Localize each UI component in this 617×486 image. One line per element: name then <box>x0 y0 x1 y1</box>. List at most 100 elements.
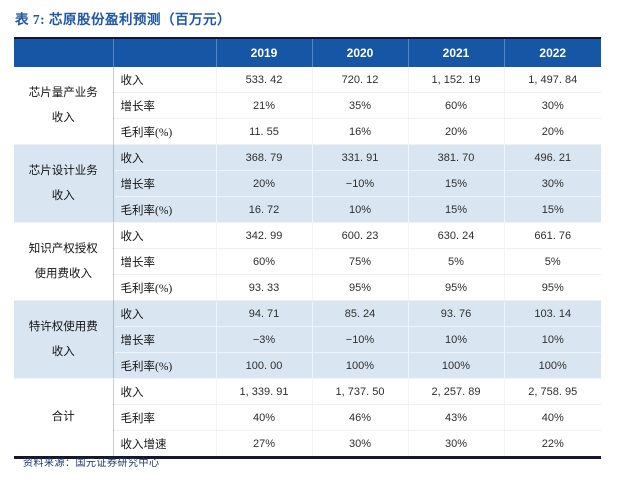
value-cell: 16% <box>311 118 408 145</box>
value-cell: 1, 737. 50 <box>311 378 408 405</box>
value-cell: 30% <box>311 430 408 458</box>
table-header-row: 2019 2020 2021 2022 <box>14 38 601 67</box>
table-row: 毛利率(%) 11. 55 16% 20% 20% <box>14 118 601 145</box>
value-cell: 100% <box>503 352 601 379</box>
value-cell: 600. 23 <box>311 222 408 249</box>
table-row: 增长率 60% 75% 5% 5% <box>14 248 601 275</box>
value-cell: 20% <box>215 170 312 197</box>
metric-label: 收入增速 <box>113 430 216 458</box>
value-cell: 21% <box>215 92 312 119</box>
value-cell: 103. 14 <box>503 300 601 327</box>
value-cell: 16. 72 <box>215 196 312 223</box>
value-cell: 46% <box>311 404 408 431</box>
value-cell: 95% <box>407 274 504 301</box>
value-cell: 85. 24 <box>311 300 408 327</box>
group-label: 芯片量产业务 收入 <box>14 67 114 145</box>
year-header: 2022 <box>503 38 601 67</box>
value-cell: 10% <box>311 196 408 223</box>
profit-forecast-table: 2019 2020 2021 2022 芯片量产业务 收入 收入 533. 42… <box>14 37 601 459</box>
table-row: 合计 收入 1, 339. 91 1, 737. 50 2, 257. 89 2… <box>14 378 601 458</box>
metric-label: 收入 <box>113 144 216 171</box>
value-cell: 43% <box>407 404 504 431</box>
group-label: 合计 <box>14 378 114 458</box>
value-cell: −3% <box>215 326 312 353</box>
value-cell: 93. 33 <box>215 274 312 301</box>
metric-label: 增长率 <box>113 92 216 119</box>
table-title: 表 7: 芯原股份盈利预测（百万元） <box>15 12 231 27</box>
value-cell: 20% <box>407 118 504 145</box>
value-cell: 40% <box>503 404 601 431</box>
table-row: 芯片量产业务 收入 收入 533. 42 720. 12 1, 152. 19 … <box>14 67 601 145</box>
value-cell: 30% <box>503 92 601 119</box>
value-cell: 35% <box>311 92 408 119</box>
value-cell: 15% <box>407 196 504 223</box>
year-header: 2020 <box>311 38 408 67</box>
value-cell: 27% <box>215 430 312 458</box>
value-cell: 496. 21 <box>503 144 601 171</box>
metric-label: 毛利率 <box>113 404 216 431</box>
value-cell: 60% <box>215 248 312 275</box>
metric-label: 收入 <box>113 67 216 93</box>
metric-label: 增长率 <box>113 248 216 275</box>
table-row: 收入增速 27% 30% 30% 22% <box>14 430 601 458</box>
header-corner-group <box>14 38 113 67</box>
value-cell: 30% <box>407 430 504 458</box>
value-cell: 95% <box>503 274 601 301</box>
table-row: 特许权使用费 收入 收入 94. 71 85. 24 93. 76 103. 1… <box>14 300 601 379</box>
value-cell: 10% <box>407 326 504 353</box>
year-header: 2021 <box>407 38 504 67</box>
value-cell: 94. 71 <box>215 300 312 327</box>
value-cell: 533. 42 <box>215 67 312 93</box>
metric-label: 收入 <box>113 378 216 405</box>
value-cell: 661. 76 <box>503 222 601 249</box>
table-row: 增长率 −3% −10% 10% 10% <box>14 326 601 353</box>
table-row: 知识产权授权 使用费收入 收入 342. 99 600. 23 630. 24 … <box>14 222 601 301</box>
value-cell: 381. 70 <box>407 144 504 171</box>
table-row: 增长率 20% −10% 15% 30% <box>14 170 601 197</box>
value-cell: 1, 339. 91 <box>215 378 312 405</box>
value-cell: −10% <box>311 326 408 353</box>
metric-label: 增长率 <box>113 326 216 353</box>
value-cell: 15% <box>407 170 504 197</box>
value-cell: 15% <box>503 196 601 223</box>
table-row: 增长率 21% 35% 60% 30% <box>14 92 601 119</box>
value-cell: 2, 257. 89 <box>407 378 504 405</box>
metric-label: 收入 <box>113 300 216 327</box>
value-cell: 93. 76 <box>407 300 504 327</box>
group-label: 特许权使用费 收入 <box>14 300 114 379</box>
value-cell: 30% <box>503 170 601 197</box>
group-label: 知识产权授权 使用费收入 <box>14 222 114 301</box>
metric-label: 毛利率(%) <box>113 196 216 223</box>
value-cell: 368. 79 <box>215 144 312 171</box>
metric-label: 增长率 <box>113 170 216 197</box>
value-cell: 342. 99 <box>215 222 312 249</box>
metric-label: 毛利率(%) <box>113 352 216 379</box>
value-cell: 11. 55 <box>215 118 312 145</box>
table-row: 毛利率(%) 16. 72 10% 15% 15% <box>14 196 601 223</box>
value-cell: 75% <box>311 248 408 275</box>
value-cell: 20% <box>503 118 601 145</box>
value-cell: 60% <box>407 92 504 119</box>
value-cell: 100% <box>311 352 408 379</box>
table-row: 毛利率 40% 46% 43% 40% <box>14 404 601 431</box>
value-cell: 10% <box>503 326 601 353</box>
value-cell: 22% <box>503 430 601 458</box>
metric-label: 毛利率(%) <box>113 118 216 145</box>
value-cell: 5% <box>407 248 504 275</box>
source-note: 资料来源：国元证券研究中心 <box>23 458 160 469</box>
table-row: 毛利率(%) 100. 00 100% 100% 100% <box>14 352 601 379</box>
table-row: 毛利率(%) 93. 33 95% 95% 95% <box>14 274 601 301</box>
year-header: 2019 <box>215 38 312 67</box>
value-cell: 1, 497. 84 <box>503 67 601 93</box>
value-cell: 1, 152. 19 <box>407 67 504 93</box>
value-cell: 95% <box>311 274 408 301</box>
table-row: 芯片设计业务 收入 收入 368. 79 331. 91 381. 70 496… <box>14 144 601 223</box>
value-cell: 100. 00 <box>215 352 312 379</box>
value-cell: 331. 91 <box>311 144 408 171</box>
header-corner-metric <box>112 38 216 67</box>
value-cell: 2, 758. 95 <box>503 378 601 405</box>
value-cell: 40% <box>215 404 312 431</box>
value-cell: −10% <box>311 170 408 197</box>
metric-label: 毛利率(%) <box>113 274 216 301</box>
